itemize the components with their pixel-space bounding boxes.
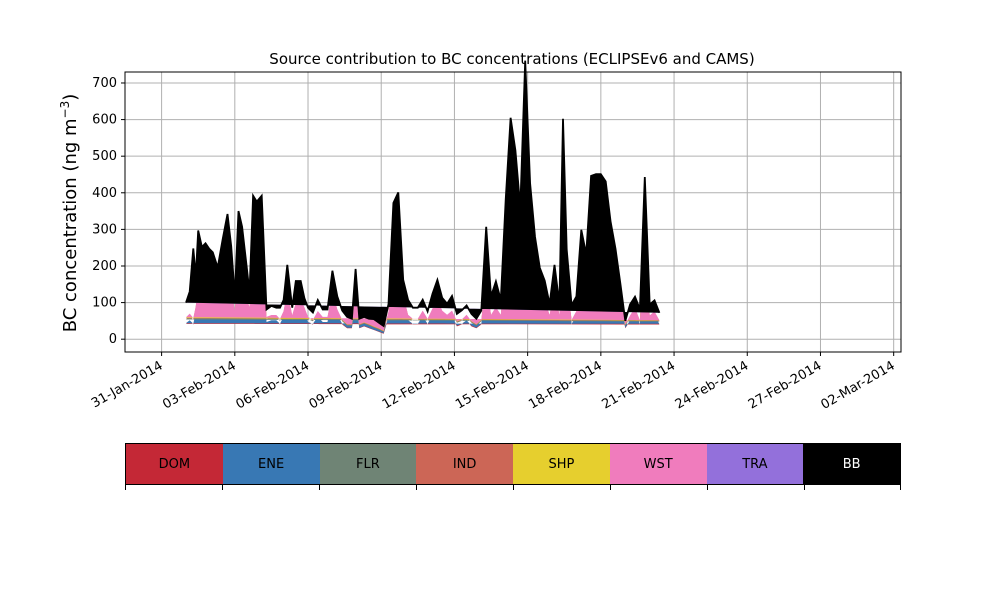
x-tick-label: 18-Feb-2014 (526, 358, 605, 412)
y-tick-label: 100 (92, 296, 117, 311)
legend-label: FLR (355, 456, 380, 472)
y-tick-label: 400 (92, 186, 117, 201)
y-tick-label: 700 (92, 76, 117, 91)
legend-label: ENE (258, 456, 285, 472)
colorbar-ticks (125, 485, 901, 493)
legend-bb: BB (803, 444, 900, 484)
legend-flr: FLR (319, 444, 417, 484)
x-tick-label: 21-Feb-2014 (600, 358, 679, 412)
x-tick-label: 27-Feb-2014 (746, 358, 825, 412)
colorbar-tick (610, 485, 611, 490)
colorbar-tick (707, 485, 708, 490)
y-axis-label-exponent: −3 (58, 101, 72, 119)
y-tick-label: 0 (109, 332, 117, 347)
legend-shp: SHP (513, 444, 610, 484)
x-tick-label: 03-Feb-2014 (160, 358, 239, 412)
legend-label: DOM (158, 456, 191, 472)
colorbar-tick (416, 485, 417, 490)
legend-ene: ENE (222, 444, 320, 484)
legend-label: WST (643, 456, 673, 472)
total-line (185, 60, 661, 328)
colorbar-tick (319, 485, 320, 490)
legend-label: TRA (742, 456, 768, 472)
legend-ind: IND (416, 444, 513, 484)
x-tick-label: 09-Feb-2014 (307, 358, 386, 412)
source-colorbar-legend: DOM ENE FLR IND SHP WST TRA BB (125, 443, 901, 485)
colorbar-tick (125, 485, 126, 490)
x-tick-label: 12-Feb-2014 (380, 358, 459, 412)
colorbar-tick (222, 485, 223, 490)
y-axis-label-close: ) (60, 94, 81, 101)
area-bb (186, 60, 660, 326)
x-tick-label: 06-Feb-2014 (233, 358, 312, 412)
colorbar-tick (513, 485, 514, 490)
y-tick-label: 600 (92, 113, 117, 128)
x-tick-label: 02-Mar-2014 (819, 358, 898, 412)
legend-label: BB (842, 456, 861, 472)
legend-dom: DOM (126, 444, 223, 484)
y-tick-label: 200 (92, 259, 117, 274)
y-tick-label: 300 (92, 222, 117, 237)
y-tick-labels: 0 100 200 300 400 500 600 700 (92, 76, 117, 347)
legend-label: SHP (548, 456, 575, 472)
y-tick-label: 500 (92, 149, 117, 164)
chart-title: Source contribution to BC concentrations… (269, 50, 754, 68)
y-axis-label: BC concentration (ng m−3) (58, 94, 81, 333)
x-tick-label: 24-Feb-2014 (673, 358, 752, 412)
plot-frame (124, 71, 902, 353)
stacked-areas (185, 60, 661, 334)
colorbar-tick (804, 485, 805, 490)
legend-wst: WST (609, 444, 707, 484)
colorbar-tick (900, 485, 901, 490)
legend-tra: TRA (706, 444, 804, 484)
legend-label: IND (452, 456, 477, 472)
x-tick-labels: 31-Jan-201403-Feb-201406-Feb-201409-Feb-… (89, 358, 898, 412)
x-tick-label: 31-Jan-2014 (89, 358, 166, 411)
x-tick-label: 15-Feb-2014 (453, 358, 532, 412)
y-axis-label-main: BC concentration (ng m (60, 118, 81, 332)
